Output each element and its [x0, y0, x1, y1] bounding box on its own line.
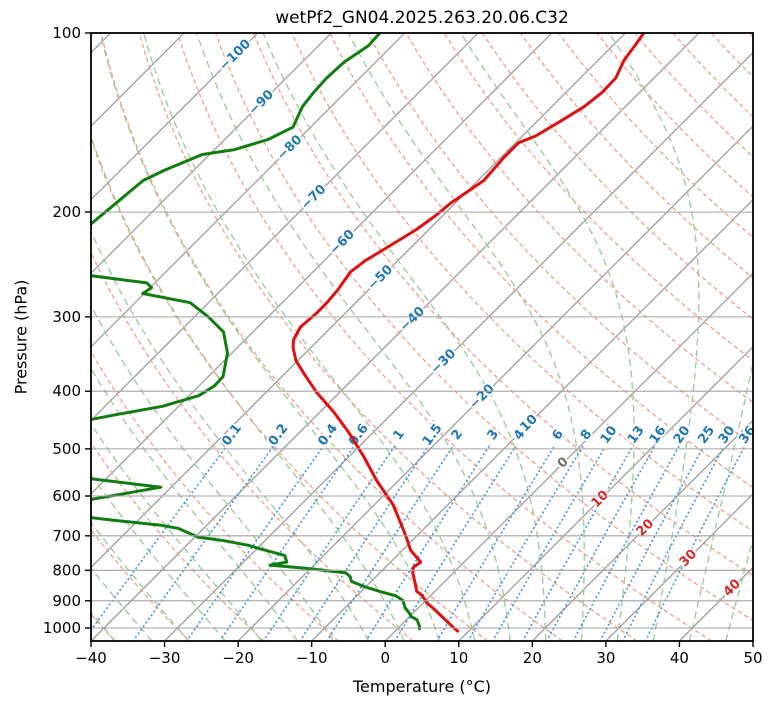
y-axis-label: Pressure (hPa) — [11, 279, 31, 395]
svg-text:−10: −10 — [296, 649, 328, 667]
svg-text:30: 30 — [716, 423, 739, 446]
svg-text:400: 400 — [52, 382, 81, 400]
x-axis-label: Temperature (°C) — [352, 677, 492, 696]
svg-text:1: 1 — [390, 427, 407, 443]
svg-text:−100: −100 — [217, 37, 254, 74]
svg-text:2: 2 — [449, 427, 466, 443]
svg-text:40: 40 — [670, 649, 689, 667]
svg-text:−20: −20 — [222, 649, 254, 667]
svg-text:3: 3 — [485, 427, 502, 443]
svg-text:10: 10 — [449, 649, 468, 667]
svg-text:10: 10 — [598, 423, 621, 446]
svg-text:−40: −40 — [75, 649, 107, 667]
svg-text:−30: −30 — [149, 649, 181, 667]
svg-text:13: 13 — [625, 423, 648, 446]
svg-text:25: 25 — [695, 423, 718, 446]
svg-text:500: 500 — [52, 440, 81, 458]
svg-text:300: 300 — [52, 308, 81, 326]
plot-area: −100−90−80−70−60−50−40−30−20−10010203040… — [91, 33, 759, 641]
svg-text:16: 16 — [647, 423, 670, 446]
svg-text:100: 100 — [52, 24, 81, 42]
y-axis-ticks: 100 200 300 400 500 600 700 800 900 1000 — [43, 24, 91, 637]
mixing-ratio-lines — [91, 445, 746, 641]
svg-text:6: 6 — [550, 427, 567, 443]
svg-text:20: 20 — [523, 649, 542, 667]
svg-text:700: 700 — [52, 527, 81, 545]
dewpoint-curve — [91, 33, 421, 631]
svg-text:1000: 1000 — [43, 619, 81, 637]
svg-text:8: 8 — [578, 427, 595, 443]
chart-title: wetPf2_GN04.2025.263.20.06.C32 — [275, 8, 569, 28]
svg-text:900: 900 — [52, 592, 81, 610]
svg-text:1.5: 1.5 — [420, 421, 446, 448]
svg-text:0.4: 0.4 — [315, 421, 341, 448]
temperature-curve — [291, 33, 646, 633]
axis-frame — [90, 32, 754, 642]
svg-text:30: 30 — [596, 649, 615, 667]
isotherm-lines — [91, 33, 753, 641]
svg-text:36: 36 — [736, 423, 759, 446]
svg-text:50: 50 — [743, 649, 762, 667]
x-axis-ticks: −40 −30 −20 −10 0 10 20 30 40 50 — [75, 641, 763, 667]
svg-text:200: 200 — [52, 203, 81, 221]
svg-text:600: 600 — [52, 487, 81, 505]
svg-text:0: 0 — [380, 649, 390, 667]
svg-text:800: 800 — [52, 561, 81, 579]
